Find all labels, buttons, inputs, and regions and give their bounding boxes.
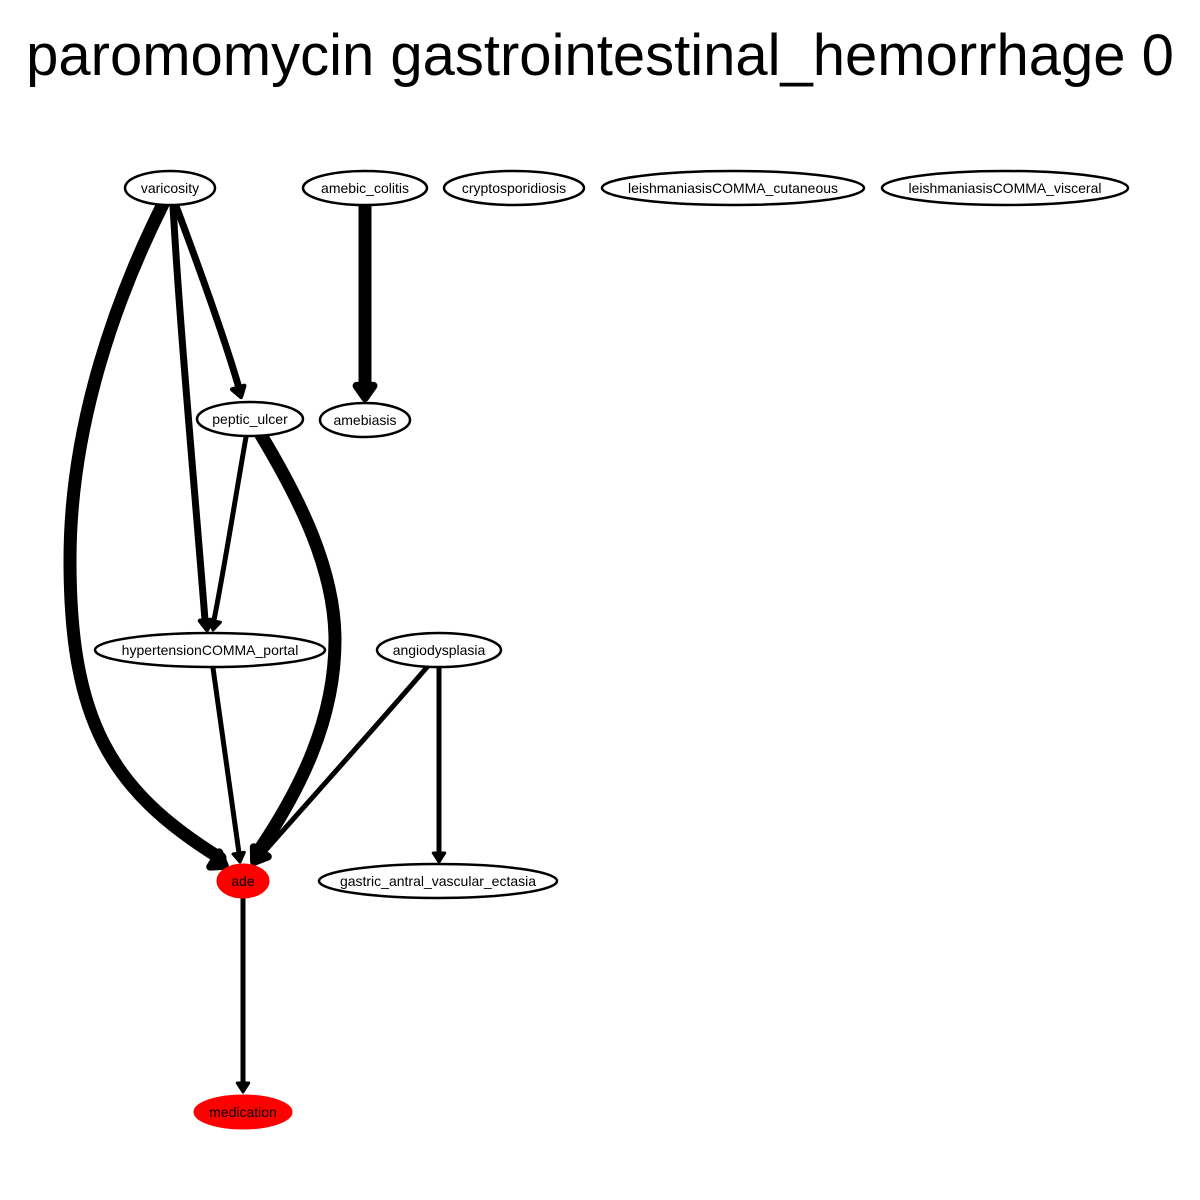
node-label: leishmaniasisCOMMA_cutaneous (628, 180, 838, 196)
node-label: cryptosporidiosis (462, 180, 566, 196)
edge-amebic_colitis-to-amebiasis (352, 199, 378, 402)
node-ellipse (375, 631, 503, 669)
node-angiodysplasia: angiodysplasia (375, 631, 503, 669)
node-label: gastric_antral_vascular_ectasia (340, 873, 536, 889)
edge-line (63, 197, 227, 865)
node-gave: gastric_antral_vascular_ectasia (317, 862, 559, 900)
arrow-head (431, 851, 447, 864)
edge-angiodysplasia-to-gave (431, 665, 447, 864)
edge-varicosity-to-ade (63, 197, 229, 871)
node-label: leishmaniasisCOMMA_visceral (909, 180, 1102, 196)
node-layer: varicosity amebic_colitis cryptosporidiosi… (93, 169, 1130, 1130)
node-leish_vis: leishmaniasisCOMMA_visceral (880, 169, 1130, 207)
node-label: amebiasis (333, 412, 396, 428)
edge-angiodysplasia-to-ade (256, 663, 431, 862)
node-ade: ade (216, 863, 270, 899)
node-ellipse (880, 169, 1130, 207)
arrow-head (206, 848, 229, 871)
node-ellipse (216, 863, 270, 899)
edge-line (211, 434, 249, 623)
node-label: hypertensionCOMMA_portal (122, 642, 299, 658)
node-ellipse (318, 401, 412, 439)
node-hypertension: hypertensionCOMMA_portal (93, 631, 327, 669)
node-ellipse (317, 862, 559, 900)
node-medication: medication (193, 1094, 293, 1130)
edge-line (172, 202, 243, 392)
node-ellipse (93, 631, 327, 669)
arrow-head (352, 381, 378, 402)
node-label: peptic_ulcer (212, 411, 288, 427)
edge-line (210, 665, 242, 856)
node-label: ade (231, 873, 255, 889)
node-ellipse (195, 400, 305, 438)
arrow-head (235, 1081, 251, 1094)
edge-line (251, 428, 342, 859)
edge-ade-to-medication (235, 895, 251, 1094)
edge-layer (63, 197, 447, 1094)
edge-line (261, 663, 431, 855)
node-amebiasis: amebiasis (318, 401, 412, 439)
node-leish_cut: leishmaniasisCOMMA_cutaneous (600, 169, 866, 207)
node-amebic_colitis: amebic_colitis (301, 169, 429, 207)
node-ellipse (442, 169, 586, 207)
node-label: medication (209, 1104, 277, 1120)
node-varicosity: varicosity (123, 169, 217, 207)
diagram-title: paromomycin gastrointestinal_hemorrhage … (26, 23, 1174, 88)
arrow-head (207, 618, 222, 632)
edge-varicosity-to-peptic_ulcer (172, 202, 247, 400)
node-ellipse (600, 169, 866, 207)
node-peptic_ulcer: peptic_ulcer (195, 400, 305, 438)
edge-hypertension-to-ade (210, 665, 246, 864)
arrow-head (231, 850, 246, 864)
node-cryptosporidiosis: cryptosporidiosis (442, 169, 586, 207)
node-label: angiodysplasia (393, 642, 486, 658)
node-label: varicosity (141, 180, 199, 196)
node-label: amebic_colitis (321, 180, 409, 196)
node-ellipse (301, 169, 429, 207)
node-ellipse (123, 169, 217, 207)
arrow-head (229, 383, 247, 400)
edge-peptic_ulcer-to-hypertension (207, 434, 249, 632)
edge-line (169, 202, 209, 624)
node-ellipse (193, 1094, 293, 1130)
arrow-head (256, 847, 270, 862)
